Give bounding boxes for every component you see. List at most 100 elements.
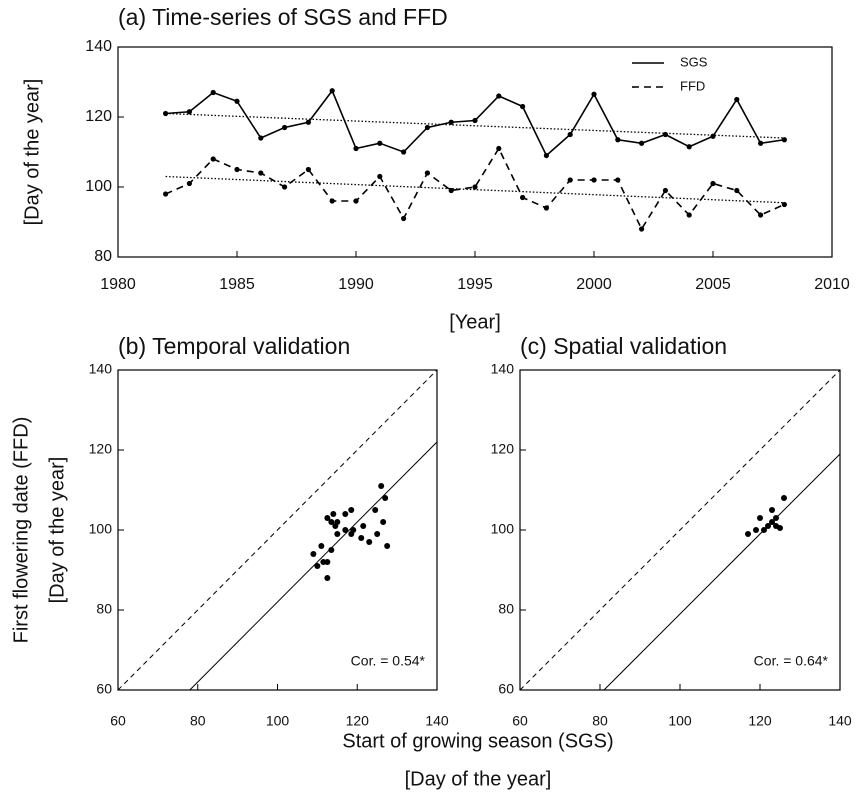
point bbox=[332, 523, 339, 529]
point bbox=[472, 184, 478, 190]
point bbox=[543, 205, 550, 211]
point bbox=[305, 166, 311, 173]
y-tick-label: 60 bbox=[96, 681, 112, 697]
y-axis-label: First flowering date (FFD) bbox=[10, 417, 32, 644]
panel-title: (c) Spatial validation bbox=[520, 333, 727, 359]
point bbox=[769, 507, 775, 513]
point bbox=[686, 144, 692, 150]
point bbox=[543, 152, 550, 159]
point bbox=[186, 109, 192, 115]
annotation: Cor. = 0.54* bbox=[351, 653, 426, 669]
point bbox=[615, 177, 621, 183]
point bbox=[378, 483, 385, 489]
point bbox=[773, 515, 779, 521]
reference-line bbox=[117, 369, 438, 691]
point bbox=[639, 140, 645, 146]
point bbox=[377, 173, 383, 180]
reference-line bbox=[189, 441, 438, 691]
point bbox=[329, 198, 335, 204]
legend-label: SGS bbox=[680, 54, 708, 69]
y-axis-label: [Day of the year] bbox=[21, 79, 43, 226]
x-tick-label: 140 bbox=[828, 713, 852, 729]
point bbox=[758, 212, 764, 218]
point bbox=[761, 527, 767, 533]
panel-title: (a) Time-series of SGS and FFD bbox=[118, 4, 448, 30]
y-tick-label: 140 bbox=[89, 361, 113, 377]
y-tick-label: 120 bbox=[85, 108, 112, 125]
point bbox=[765, 523, 771, 529]
point bbox=[318, 543, 325, 549]
point bbox=[662, 187, 669, 194]
panel-title: (b) Temporal validation bbox=[118, 333, 350, 359]
point bbox=[382, 495, 389, 501]
point bbox=[330, 511, 337, 517]
point bbox=[282, 124, 288, 131]
reference-line bbox=[519, 369, 841, 691]
point bbox=[401, 149, 407, 155]
annotation: Cor. = 0.64* bbox=[754, 653, 829, 669]
x-tick-label: 1980 bbox=[100, 276, 136, 293]
x-axis-label: [Day of the year] bbox=[405, 768, 552, 790]
point bbox=[329, 88, 335, 94]
x-tick-label: 60 bbox=[110, 713, 126, 729]
point bbox=[360, 523, 367, 529]
point bbox=[758, 140, 764, 146]
point bbox=[734, 96, 740, 103]
point bbox=[781, 495, 787, 501]
point bbox=[324, 515, 331, 521]
point bbox=[258, 170, 264, 176]
x-tick-label: 1995 bbox=[457, 276, 493, 293]
point bbox=[745, 531, 751, 537]
point bbox=[615, 137, 621, 143]
y-tick-label: 80 bbox=[498, 601, 514, 617]
point bbox=[234, 98, 240, 104]
point bbox=[662, 131, 669, 138]
point bbox=[328, 519, 335, 525]
x-tick-label: 80 bbox=[190, 713, 206, 729]
point bbox=[591, 91, 597, 97]
series-line bbox=[165, 146, 785, 231]
point bbox=[210, 156, 216, 162]
y-tick-label: 100 bbox=[89, 521, 113, 537]
point bbox=[777, 525, 783, 531]
point bbox=[710, 180, 716, 187]
point bbox=[282, 184, 288, 190]
point bbox=[305, 119, 311, 125]
y-tick-label: 140 bbox=[491, 361, 515, 377]
point bbox=[710, 133, 716, 139]
point bbox=[348, 507, 355, 513]
x-tick-label: 60 bbox=[512, 713, 528, 729]
point bbox=[496, 93, 502, 99]
y-tick-label: 120 bbox=[491, 441, 515, 457]
x-tick-label: 120 bbox=[346, 713, 370, 729]
point bbox=[380, 519, 387, 525]
point bbox=[567, 177, 573, 183]
y-tick-label: 140 bbox=[85, 38, 112, 55]
x-tick-label: 100 bbox=[266, 713, 290, 729]
point bbox=[384, 543, 391, 549]
point bbox=[342, 511, 349, 517]
point bbox=[358, 535, 365, 541]
point bbox=[424, 170, 430, 176]
point bbox=[757, 515, 763, 521]
point bbox=[366, 539, 373, 545]
point bbox=[686, 212, 692, 218]
y-tick-label: 60 bbox=[498, 681, 514, 697]
point bbox=[377, 140, 383, 146]
y-tick-label: 80 bbox=[94, 248, 112, 265]
point bbox=[258, 135, 264, 141]
point bbox=[591, 177, 597, 183]
x-tick-label: 120 bbox=[748, 713, 772, 729]
point bbox=[334, 531, 341, 537]
x-tick-label: 2005 bbox=[695, 276, 731, 293]
point bbox=[781, 201, 788, 208]
point bbox=[210, 89, 216, 96]
point bbox=[324, 575, 331, 581]
x-tick-label: 100 bbox=[668, 713, 692, 729]
legend-label: FFD bbox=[680, 78, 705, 93]
point bbox=[314, 563, 321, 569]
point bbox=[234, 166, 240, 173]
reference-line bbox=[603, 453, 841, 691]
point bbox=[163, 191, 169, 197]
point bbox=[753, 527, 759, 533]
